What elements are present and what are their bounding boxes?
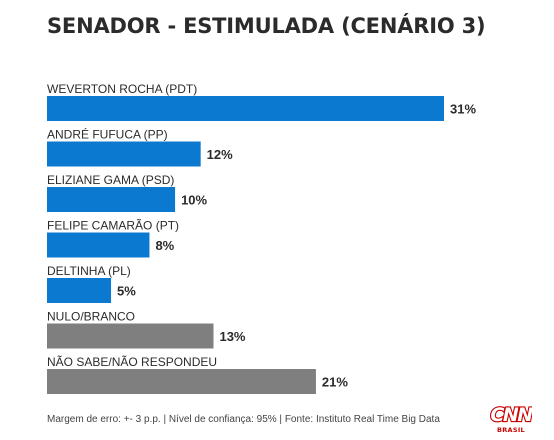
value-label: 12%: [207, 147, 233, 162]
bar: [47, 278, 112, 303]
value-label: 31%: [450, 102, 476, 117]
value-label: 5%: [117, 284, 136, 299]
category-label: FELIPE CAMARÃO (PT): [47, 219, 179, 233]
bar: [47, 369, 316, 394]
category-label: DELTINHA (PL): [47, 264, 131, 278]
bar: [47, 323, 214, 349]
category-label: WEVERTON ROCHA (PDT): [47, 82, 197, 96]
bar: [47, 141, 201, 167]
bar: [47, 187, 176, 212]
source-footnote: Margem de erro: +- 3 p.p. | Nível de con…: [47, 414, 440, 425]
cnn-brasil-logo: CNN BRASIL: [489, 401, 536, 435]
value-label: 8%: [155, 238, 174, 253]
category-label: ANDRÉ FUFUCA (PP): [47, 127, 168, 142]
category-label: NULO/BRANCO: [47, 310, 135, 324]
category-label: NÃO SABE/NÃO RESPONDEU: [47, 355, 217, 369]
bar: [47, 232, 150, 258]
bar: [47, 96, 444, 121]
chart-title: SENADOR - ESTIMULADA (CENÁRIO 3): [47, 14, 486, 38]
value-label: 21%: [322, 375, 348, 390]
value-label: 10%: [181, 193, 207, 208]
value-label: 13%: [219, 329, 245, 344]
category-label: ELIZIANE GAMA (PSD): [47, 173, 174, 187]
svg-text:BRASIL: BRASIL: [497, 426, 525, 434]
svg-text:CNN: CNN: [490, 404, 532, 426]
